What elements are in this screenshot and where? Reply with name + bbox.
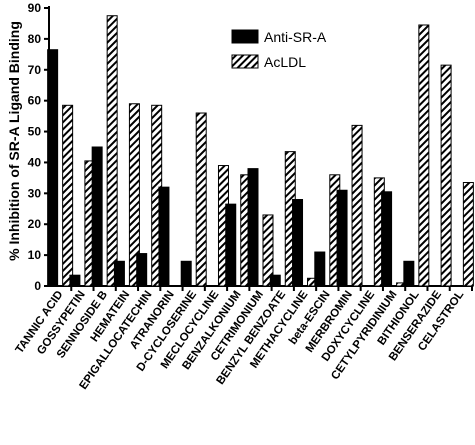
y-axis-title: % Inhibition of SR-A Ligand Binding xyxy=(6,21,22,261)
bar-acldl xyxy=(106,15,118,287)
bar-anti-sr-a xyxy=(180,260,192,287)
y-tick-label: 60 xyxy=(28,94,42,108)
y-tick-label: 40 xyxy=(28,155,42,169)
bar-anti-sr-a xyxy=(158,186,170,287)
bar-anti-sr-a xyxy=(69,274,81,287)
y-tick-label: 10 xyxy=(28,248,42,262)
bar-acldl xyxy=(262,214,274,287)
bar-acldl xyxy=(418,24,430,287)
bar-acldl xyxy=(62,104,74,287)
bar-anti-sr-a xyxy=(136,253,148,287)
bar-anti-sr-a xyxy=(269,274,281,287)
y-tick-label: 90 xyxy=(28,1,42,15)
bar-anti-sr-a xyxy=(247,168,259,287)
legend: Anti-SR-A AcLDL xyxy=(231,29,327,70)
bar-acldl xyxy=(128,103,140,287)
bar-acldl xyxy=(195,112,207,287)
bar-anti-sr-a xyxy=(336,189,348,287)
bar-anti-sr-a xyxy=(381,191,393,287)
bar-anti-sr-a xyxy=(403,260,415,287)
y-tick-label: 80 xyxy=(28,32,42,46)
legend-label-acldl: AcLDL xyxy=(264,54,306,70)
bar-anti-sr-a xyxy=(91,146,103,287)
bar-anti-sr-a xyxy=(113,260,125,287)
legend-label-anti-sr-a: Anti-SR-A xyxy=(264,29,327,45)
y-tick-label: 50 xyxy=(28,125,42,139)
y-tick-label: 70 xyxy=(28,63,42,77)
y-tick-label: 0 xyxy=(34,279,41,293)
y-tick-label: 20 xyxy=(28,217,42,231)
legend-swatch-acldl xyxy=(231,54,259,69)
bar-acldl xyxy=(440,64,452,287)
y-tick-label: 30 xyxy=(28,186,42,200)
bar-acldl xyxy=(351,124,363,287)
bar-anti-sr-a xyxy=(47,49,59,287)
bar-anti-sr-a xyxy=(292,199,304,287)
bar-anti-sr-a xyxy=(314,251,326,287)
bar-anti-sr-a xyxy=(225,203,237,287)
legend-swatch-anti-sr-a xyxy=(231,29,259,44)
bar-acldl xyxy=(462,182,474,287)
